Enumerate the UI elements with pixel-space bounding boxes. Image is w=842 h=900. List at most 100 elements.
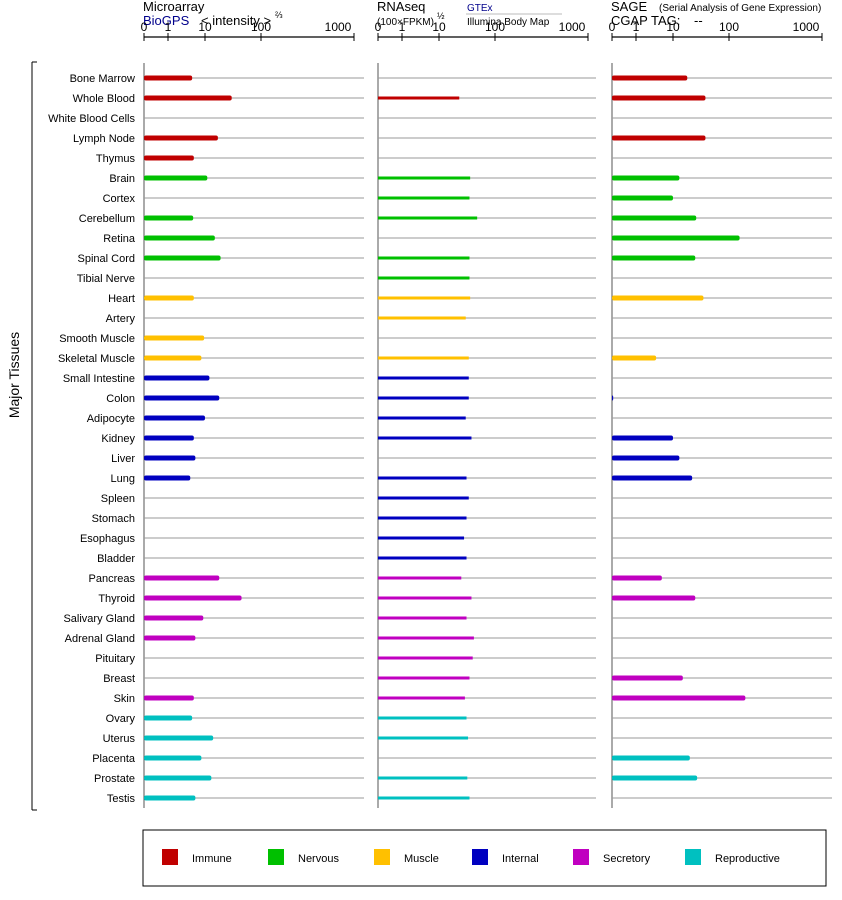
tissue-label: Ovary <box>106 713 136 725</box>
bar <box>144 475 191 481</box>
biogps-link[interactable]: BioGPS <box>143 13 190 28</box>
major-tissues-label: Major Tissues <box>6 332 22 418</box>
bar <box>378 536 465 540</box>
bar <box>144 435 194 441</box>
bar <box>144 215 194 221</box>
legend-label: Secretory <box>603 853 651 865</box>
tick-label: 1000 <box>559 20 586 34</box>
tissue-label: Placenta <box>92 753 136 765</box>
panel-microarray-units: < intensity > <box>201 13 271 28</box>
bar <box>378 296 471 300</box>
bar <box>378 316 466 320</box>
tissue-label: Colon <box>106 393 135 405</box>
panel-microarray-header: Microarray BioGPS < intensity > ⅔ <box>143 0 283 28</box>
bar <box>144 375 210 381</box>
tissue-label: Thyroid <box>98 593 135 605</box>
bar <box>612 235 740 241</box>
bar <box>612 135 706 141</box>
legend-item-internal: Internal <box>472 849 539 865</box>
bar <box>144 175 208 181</box>
bar <box>378 396 469 400</box>
bar <box>378 516 467 520</box>
bar <box>144 355 202 361</box>
bar <box>378 496 469 500</box>
legend-swatch <box>268 849 284 865</box>
legend-item-immune: Immune <box>162 849 232 865</box>
bar <box>378 776 468 780</box>
bars-layer <box>144 75 746 801</box>
series-rnaseq <box>378 96 478 800</box>
bar <box>144 415 205 421</box>
bar <box>144 395 220 401</box>
panel-microarray-title: Microarray <box>143 0 205 14</box>
bar <box>144 135 218 141</box>
legend-swatch <box>162 849 178 865</box>
bar <box>378 196 470 200</box>
bar <box>612 435 673 441</box>
tissue-label: Cortex <box>103 193 136 205</box>
bar <box>144 155 194 161</box>
legend-swatch <box>573 849 589 865</box>
tissue-label: Cerebellum <box>79 213 135 225</box>
bar <box>144 795 196 801</box>
legend-label: Muscle <box>404 853 439 865</box>
tissue-label: Spleen <box>101 493 135 505</box>
bar <box>612 295 704 301</box>
bar <box>144 755 202 761</box>
bar <box>144 735 214 741</box>
tissue-label: Whole Blood <box>73 93 135 105</box>
cgap-tag-label: CGAP TAG: <box>611 13 680 28</box>
tick-label: 100 <box>251 20 271 34</box>
legend-item-secretory: Secretory <box>573 849 651 865</box>
panel-rnaseq-units: (100×FPKM) <box>377 17 434 28</box>
bar <box>378 636 474 640</box>
bar <box>378 576 462 580</box>
bar <box>144 95 232 101</box>
bar <box>378 216 478 220</box>
tissue-label: Liver <box>111 453 135 465</box>
tissue-label: Adipocyte <box>87 413 135 425</box>
tissue-label: Lymph Node <box>73 133 135 145</box>
bar <box>378 596 472 600</box>
tissue-labels: Bone Marrow Whole Blood White Blood Cells L… <box>48 73 136 805</box>
bar <box>612 255 696 261</box>
tick-label: 1 <box>165 20 172 34</box>
bar <box>612 355 657 361</box>
panel-rnaseq-header: RNAseq (100×FPKM) ½ GTEx Illumina Body M… <box>377 0 562 28</box>
bar <box>378 96 460 100</box>
tick-label: 10 <box>432 20 446 34</box>
tissue-label: White Blood Cells <box>48 113 135 125</box>
tick-label: 0 <box>375 20 382 34</box>
tissue-label: Prostate <box>94 773 135 785</box>
bar <box>144 335 205 341</box>
bar <box>378 796 470 800</box>
bar <box>144 235 215 241</box>
tissue-label: Small Intestine <box>63 373 135 385</box>
panel-sage-header: SAGE (Serial Analysis of Gene Expression… <box>611 0 821 28</box>
bar <box>378 376 469 380</box>
bar <box>378 656 473 660</box>
bar <box>144 575 220 581</box>
bar <box>378 736 469 740</box>
series-microarray <box>144 75 242 801</box>
bar <box>378 256 470 260</box>
legend-label: Nervous <box>298 853 339 865</box>
tick-label: 0 <box>141 20 148 34</box>
bar <box>144 595 242 601</box>
legend-item-muscle: Muscle <box>374 849 439 865</box>
tissue-label: Uterus <box>103 733 136 745</box>
tissue-label: Smooth Muscle <box>59 333 135 345</box>
bar <box>612 675 683 681</box>
cgap-tag-value: -- <box>694 13 703 28</box>
bar <box>378 476 467 480</box>
bar <box>144 75 193 81</box>
bar <box>612 395 614 401</box>
bar <box>612 95 706 101</box>
tissue-label: Heart <box>108 293 135 305</box>
tick-label: 1000 <box>325 20 352 34</box>
bar <box>378 696 465 700</box>
bar <box>612 775 698 781</box>
bar <box>378 616 467 620</box>
gtex-link[interactable]: GTEx <box>467 3 493 14</box>
tissue-label: Spinal Cord <box>78 253 135 265</box>
